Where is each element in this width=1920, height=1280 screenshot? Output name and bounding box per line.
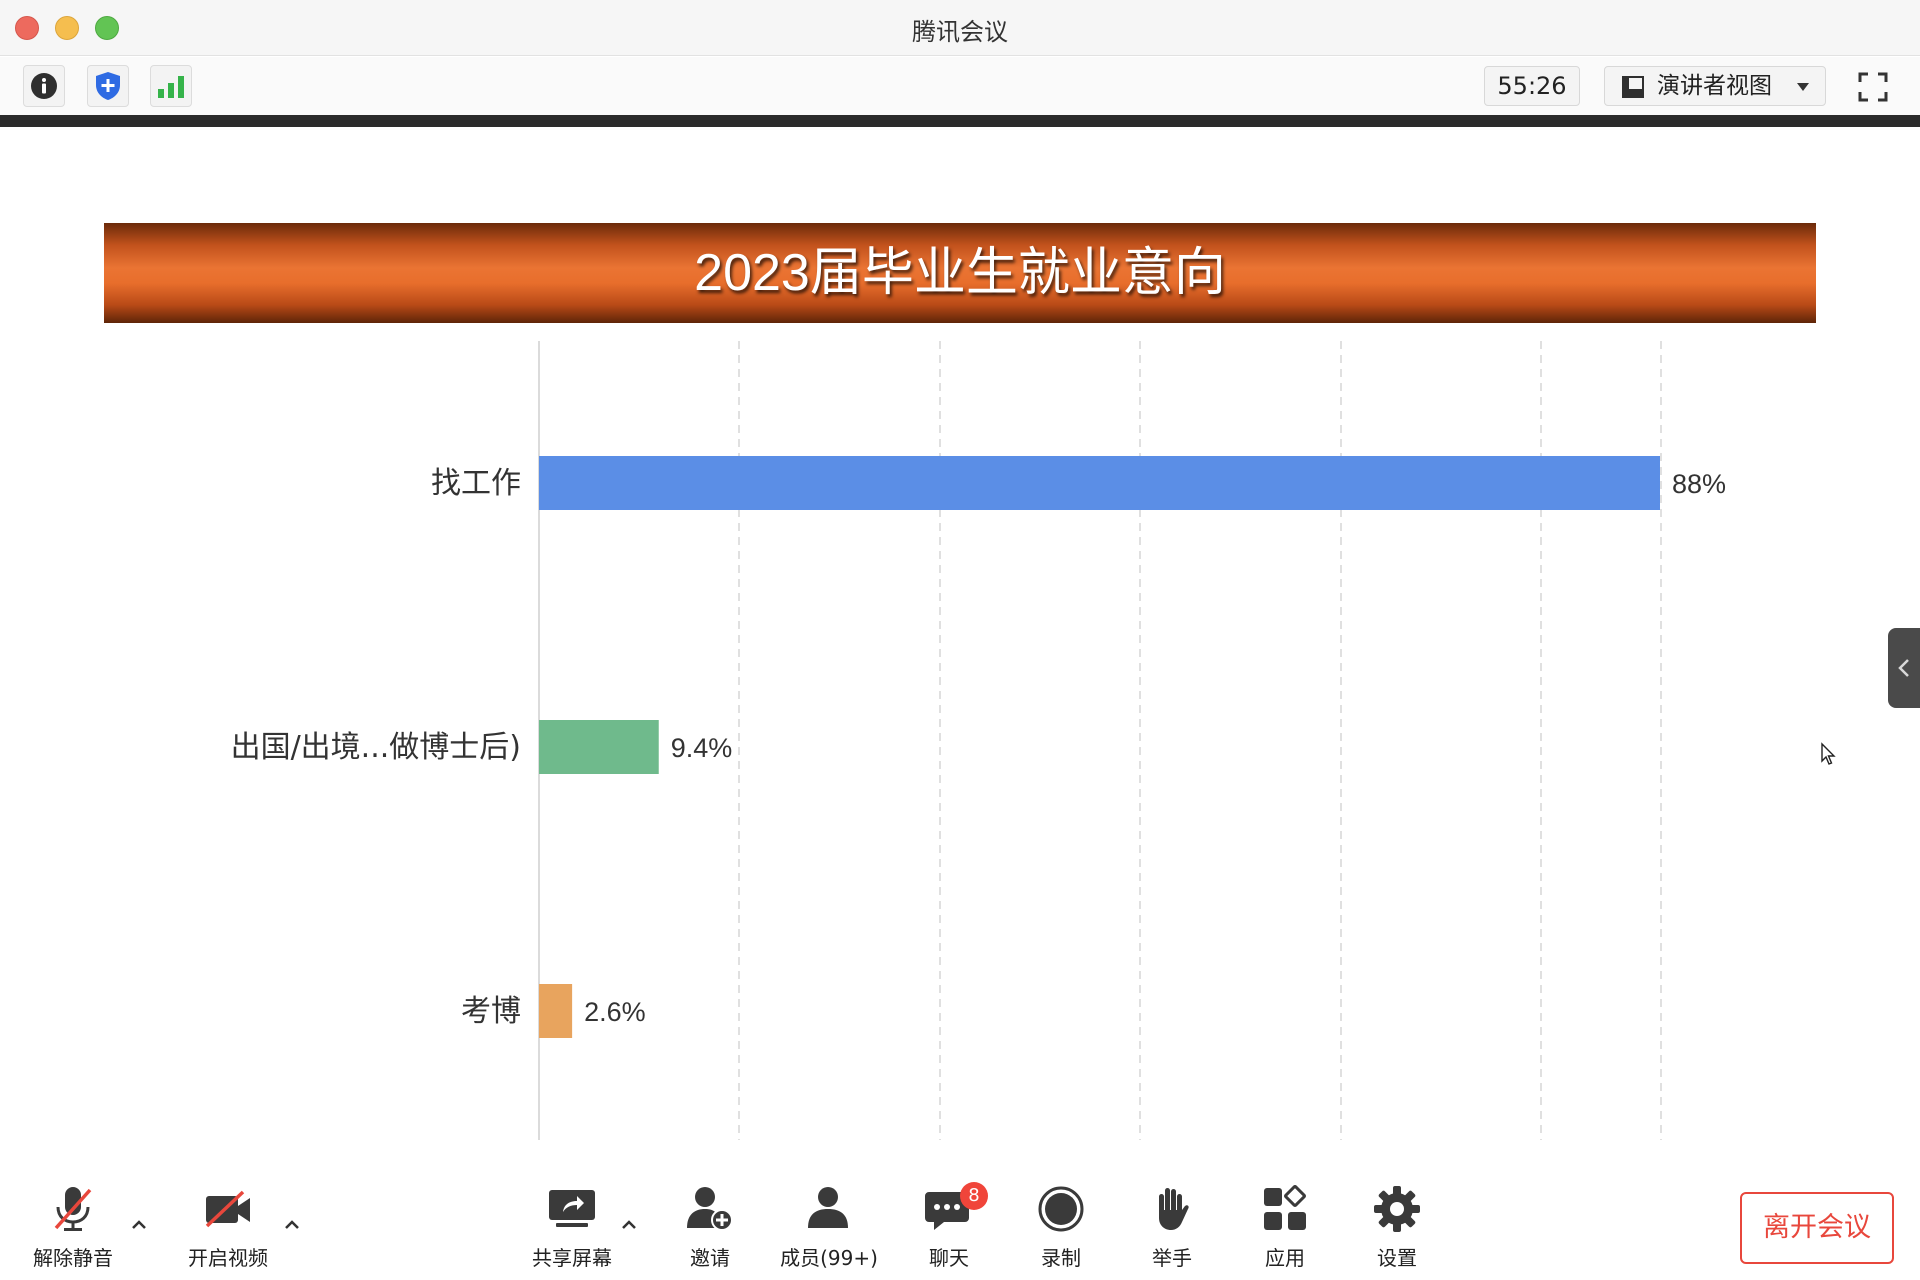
shield-plus-icon: [96, 72, 120, 100]
share-screen-button[interactable]: 共享屏幕: [517, 1184, 627, 1274]
data-label: 2.6%: [584, 997, 646, 1027]
invite-label: 邀请: [690, 1246, 730, 1270]
muted-mic-icon: [54, 1187, 92, 1231]
bar-0: [539, 456, 1660, 510]
maximize-window-button[interactable]: [95, 16, 119, 40]
record-icon: [1038, 1186, 1084, 1232]
category-label: 出国/出境...做博士后): [231, 730, 521, 765]
data-label: 9.4%: [671, 733, 733, 763]
chevron-up-icon[interactable]: [283, 1216, 301, 1234]
raise-hand-icon: [1159, 1188, 1189, 1230]
chevron-down-icon: [1797, 83, 1809, 91]
raise-hand-label: 举手: [1152, 1246, 1192, 1270]
settings-icon: [1374, 1186, 1420, 1232]
layout-icon: [1622, 76, 1644, 98]
view-mode-selector[interactable]: 演讲者视图: [1604, 66, 1826, 106]
category-label: 考博: [461, 994, 521, 1029]
record-button[interactable]: 录制: [1006, 1184, 1116, 1274]
apps-icon: [1264, 1185, 1306, 1230]
minimize-window-button[interactable]: [55, 16, 79, 40]
settings-button[interactable]: 设置: [1342, 1184, 1452, 1274]
bar-chart: 找工作 88% 出国/出境...做博士后) 9.4% 考博 2.6%: [231, 341, 1726, 1140]
unmute-button[interactable]: 解除静音: [18, 1184, 128, 1274]
unmute-label: 解除静音: [33, 1246, 113, 1270]
invite-user-icon: [687, 1187, 733, 1231]
leave-meeting-button[interactable]: 离开会议: [1740, 1192, 1894, 1264]
members-button[interactable]: 成员(99+): [774, 1184, 884, 1274]
meeting-toolbar: 55:26 演讲者视图: [0, 57, 1920, 115]
slide-title: 2023届毕业生就业意向: [694, 244, 1226, 302]
meeting-info-button[interactable]: [23, 65, 65, 107]
record-label: 录制: [1041, 1246, 1081, 1270]
chat-icon: [925, 1192, 969, 1230]
chat-button[interactable]: 聊天: [894, 1184, 1004, 1274]
settings-label: 设置: [1377, 1246, 1417, 1270]
fullscreen-icon[interactable]: [1852, 66, 1894, 108]
category-label: 找工作: [431, 466, 521, 501]
raise-hand-button[interactable]: 举手: [1117, 1184, 1227, 1274]
bottom-control-bar: 解除静音 开启视频 共享屏幕 邀请: [0, 1140, 1920, 1280]
start-video-label: 开启视频: [188, 1246, 268, 1270]
invite-button[interactable]: 邀请: [655, 1184, 765, 1274]
bar-2: [539, 984, 573, 1038]
apps-label: 应用: [1265, 1246, 1305, 1270]
side-panel-toggle[interactable]: [1888, 628, 1920, 708]
apps-button[interactable]: 应用: [1230, 1184, 1340, 1274]
title-bar: 腾讯会议: [0, 0, 1920, 56]
shared-slide: 2023届毕业生就业意向 找工作 88% 出国/出境...做博士后) 9.4% 考博 2.…: [0, 127, 1920, 1140]
security-button[interactable]: [87, 65, 129, 107]
mouse-cursor-icon: [1821, 742, 1836, 765]
chevron-up-icon[interactable]: [620, 1216, 638, 1234]
chevron-up-icon[interactable]: [130, 1216, 148, 1234]
info-icon: [31, 73, 57, 99]
share-screen-label: 共享屏幕: [532, 1246, 612, 1270]
slide-title-banner: 2023届毕业生就业意向: [104, 223, 1816, 323]
close-window-button[interactable]: [15, 16, 39, 40]
data-label: 88%: [1672, 469, 1726, 499]
members-label: 成员(99+): [780, 1246, 878, 1270]
signal-bars-icon: [158, 76, 184, 98]
video-off-icon: [205, 1190, 250, 1228]
chat-label: 聊天: [929, 1246, 969, 1270]
network-status-button[interactable]: [150, 65, 192, 107]
chat-unread-badge: 8: [960, 1182, 988, 1210]
shared-screen-top-border: [0, 115, 1920, 127]
members-icon: [808, 1187, 848, 1228]
share-screen-icon: [549, 1190, 595, 1227]
start-video-button[interactable]: 开启视频: [173, 1184, 283, 1274]
bar-1: [539, 720, 659, 774]
chevron-left-icon: [1898, 659, 1909, 677]
window-title: 腾讯会议: [912, 18, 1008, 46]
meeting-timer: 55:26: [1484, 66, 1580, 106]
view-mode-label: 演讲者视图: [1657, 73, 1772, 99]
